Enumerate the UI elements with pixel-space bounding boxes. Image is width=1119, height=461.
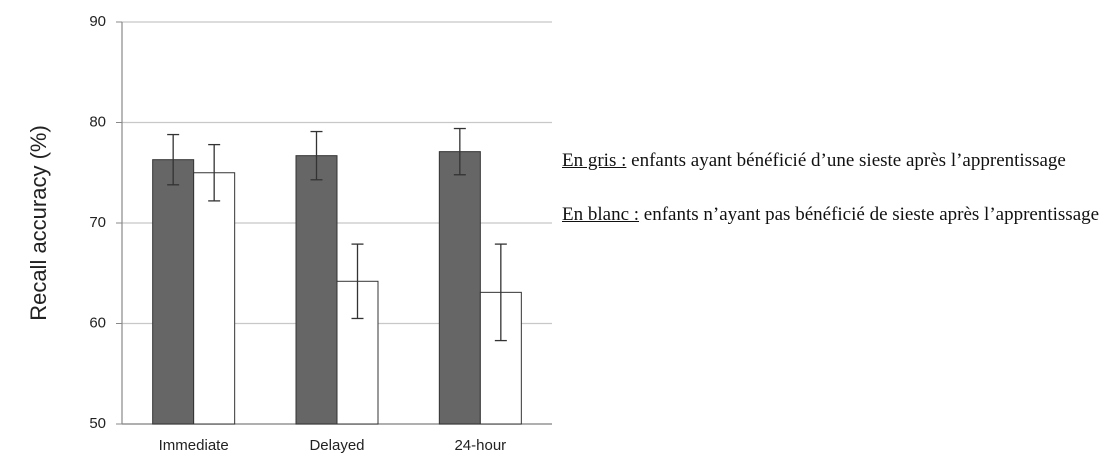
error-bar xyxy=(208,143,221,202)
note-text: enfants ayant bénéficié d’une sieste apr… xyxy=(631,150,1066,171)
error-bar xyxy=(453,127,466,176)
note-label: En blanc : xyxy=(562,204,640,225)
y-tick-label: 60 xyxy=(89,314,106,331)
error-bar xyxy=(494,243,507,342)
bar xyxy=(336,280,379,425)
y-tick-label: 50 xyxy=(89,415,106,432)
x-tick-label: 24-hour xyxy=(454,437,506,454)
bar xyxy=(193,172,236,425)
note: En blanc : enfants n’ayant pas bénéficié… xyxy=(562,202,1112,228)
note: En gris : enfants ayant bénéficié d’une … xyxy=(562,148,1112,174)
chart: Recall accuracy (%) 50 60 70 80 90 Immediate D… xyxy=(26,13,552,454)
y-axis-label: Recall accuracy (%) xyxy=(26,125,51,321)
bar xyxy=(295,155,338,425)
bar xyxy=(438,151,481,425)
bar xyxy=(152,159,195,425)
y-tick-label: 80 xyxy=(89,113,106,130)
x-tick-label: Delayed xyxy=(309,437,364,454)
error-bar xyxy=(167,133,180,186)
error-bar xyxy=(310,130,323,181)
error-bar xyxy=(351,243,364,320)
y-tick-label: 90 xyxy=(89,13,106,30)
notes: En gris : enfants ayant bénéficié d’une … xyxy=(562,148,1112,256)
y-tick-label: 70 xyxy=(89,214,106,231)
note-label: En gris : xyxy=(562,150,627,171)
x-tick-label: Immediate xyxy=(159,437,229,454)
note-text: enfants n’ayant pas bénéficié de sieste … xyxy=(643,204,1100,225)
